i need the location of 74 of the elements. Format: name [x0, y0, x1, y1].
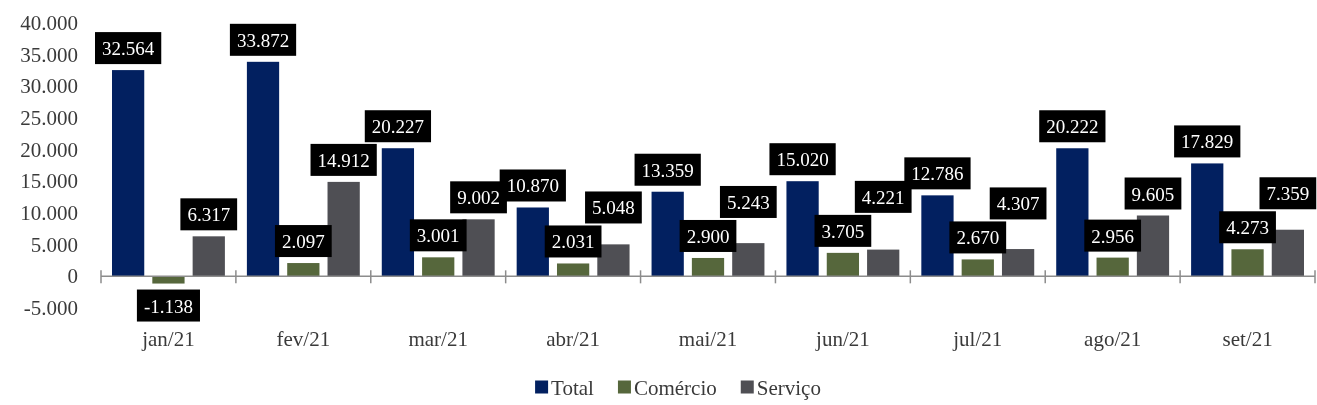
data-label: 10.870 — [506, 174, 559, 196]
bar — [786, 181, 819, 277]
x-tick-label: ago/21 — [1084, 327, 1142, 351]
x-tick-label: jul/21 — [952, 327, 1003, 351]
data-label: 12.786 — [911, 162, 964, 184]
x-tick-label: mai/21 — [678, 327, 738, 351]
y-tick-label: -5.000 — [23, 296, 78, 320]
x-tick-label: abr/21 — [546, 327, 600, 351]
data-label: 13.359 — [641, 159, 694, 181]
data-label: 5.048 — [592, 196, 635, 218]
data-label: 33.872 — [236, 29, 290, 51]
bar — [422, 257, 455, 277]
bar — [192, 236, 225, 277]
data-label: 4.307 — [996, 192, 1040, 214]
data-label: 2.097 — [281, 230, 325, 252]
y-tick-label: 40.000 — [20, 11, 78, 35]
bar — [1271, 229, 1304, 277]
y-tick-label: 30.000 — [20, 74, 78, 99]
y-tick-label: 25.000 — [20, 106, 78, 130]
x-tick-label: fev/21 — [276, 327, 331, 351]
data-label: 17.829 — [1181, 130, 1234, 152]
bar — [556, 263, 590, 277]
bar — [651, 191, 684, 277]
data-label: 3.705 — [821, 220, 865, 242]
y-tick-label: 20.000 — [20, 137, 78, 162]
bar — [327, 181, 360, 277]
data-label: 3.001 — [416, 224, 460, 246]
x-tick-label: set/21 — [1222, 327, 1273, 351]
data-label: 2.900 — [686, 225, 730, 247]
data-label: -1.138 — [143, 295, 193, 317]
x-tick-label: jun/21 — [815, 327, 870, 351]
legend-label: Total — [551, 376, 595, 400]
bar — [516, 207, 549, 277]
bar — [152, 276, 185, 284]
data-label: 20.222 — [1046, 115, 1099, 137]
x-tick-label: jan/21 — [141, 327, 195, 351]
bar — [867, 249, 900, 277]
legend-label: Comércio — [633, 376, 717, 400]
bar — [961, 259, 994, 277]
bar — [287, 263, 320, 277]
data-label: 2.031 — [551, 230, 595, 252]
data-label: 2.956 — [1091, 225, 1135, 247]
y-tick-label: 10.000 — [20, 201, 78, 225]
bar — [826, 252, 860, 277]
data-label: 20.227 — [371, 115, 425, 137]
bar — [691, 257, 725, 277]
bar — [597, 244, 630, 277]
bar — [1056, 148, 1089, 277]
data-label: 9.605 — [1131, 183, 1175, 204]
data-label: 2.670 — [956, 226, 1000, 248]
data-label: 15.020 — [776, 148, 829, 170]
y-tick-label: 0 — [67, 264, 78, 289]
data-label: 4.221 — [861, 186, 905, 208]
bar — [921, 195, 954, 277]
bar — [732, 243, 765, 277]
data-label: 14.912 — [317, 149, 370, 171]
legend-label: Serviço — [756, 376, 821, 400]
bar — [1096, 257, 1129, 277]
y-tick-label: 35.000 — [20, 42, 78, 67]
bar — [246, 61, 280, 277]
bar — [381, 148, 415, 277]
bar — [1231, 249, 1264, 277]
data-label: 7.359 — [1266, 182, 1310, 204]
data-label: 5.243 — [726, 191, 770, 213]
y-tick-label: 15.000 — [20, 169, 78, 194]
data-label: 9.002 — [457, 186, 500, 208]
data-label: 4.273 — [1226, 216, 1269, 238]
bar — [1001, 249, 1035, 277]
bar — [1191, 163, 1224, 277]
bar — [112, 70, 145, 277]
data-label: 32.564 — [102, 37, 155, 59]
x-tick-label: mar/21 — [408, 327, 468, 351]
y-tick-label: 5.000 — [30, 232, 78, 257]
data-label: 6.317 — [187, 203, 231, 225]
